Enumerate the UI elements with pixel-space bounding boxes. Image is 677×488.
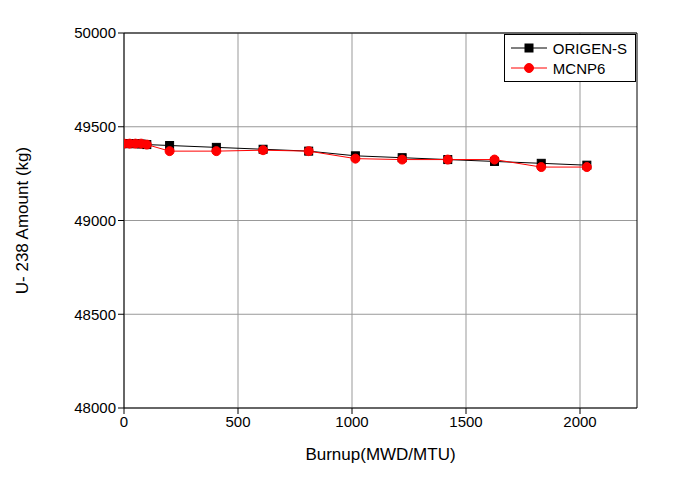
svg-text:49000: 49000 — [74, 212, 116, 229]
html-text:MCNP6: MCNP6 — [552, 59, 606, 77]
html-text:ORIGEN-S: ORIGEN-S — [552, 39, 627, 57]
svg-text:48000: 48000 — [74, 399, 116, 416]
svg-text:50000: 50000 — [74, 24, 116, 41]
svg-text:U- 238 Amount (kg): U- 238 Amount (kg) — [13, 147, 32, 294]
svg-text:Burnup(MWD/MTU): Burnup(MWD/MTU) — [305, 445, 455, 464]
svg-text:2000: 2000 — [563, 413, 596, 430]
svg-text:500: 500 — [225, 413, 250, 430]
svg-text:48500: 48500 — [74, 306, 116, 323]
svg-text:1500: 1500 — [449, 413, 482, 430]
svg-text:0: 0 — [120, 413, 128, 430]
svg-text:49500: 49500 — [74, 118, 116, 135]
svg-text:1000: 1000 — [335, 413, 368, 430]
